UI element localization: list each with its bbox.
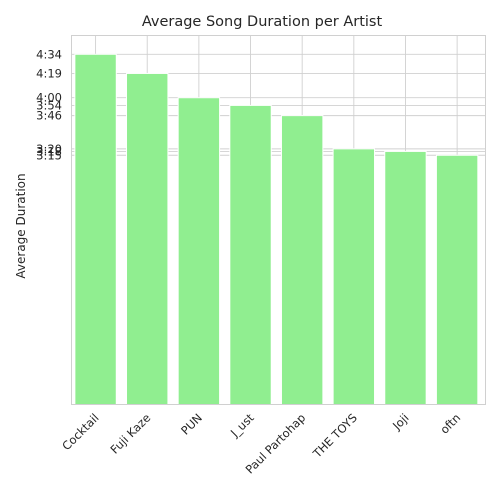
y-tick-label: 3:54 bbox=[36, 98, 62, 112]
x-tick-label: THE TOYS bbox=[309, 411, 359, 461]
y-tick-label: 4:00 bbox=[36, 91, 62, 105]
x-tick-label: Cocktail bbox=[59, 411, 101, 453]
y-axis-label: Average Duration bbox=[14, 173, 28, 278]
bar bbox=[384, 150, 427, 405]
bar bbox=[229, 104, 272, 405]
bar bbox=[332, 148, 376, 405]
x-tick-label: PUN bbox=[178, 411, 205, 438]
chart-title: Average Song Duration per Artist bbox=[142, 14, 383, 30]
x-tick-label: oftn bbox=[437, 411, 463, 437]
y-tick-label: 4:34 bbox=[36, 47, 62, 61]
x-tick-label: Fuji Kaze bbox=[108, 411, 154, 457]
y-tick-label: 3:46 bbox=[36, 109, 62, 123]
bar bbox=[177, 97, 221, 406]
bar bbox=[280, 115, 324, 405]
y-tick-label: 3:20 bbox=[36, 142, 62, 156]
y-tick-label: 3:15 bbox=[36, 148, 62, 162]
plot-frame bbox=[71, 35, 486, 405]
x-tick-label: J_ust bbox=[227, 410, 257, 440]
bar bbox=[74, 53, 117, 406]
bar bbox=[435, 154, 479, 405]
y-tick-label: 3:18 bbox=[36, 144, 62, 158]
bar bbox=[126, 72, 169, 406]
y-tick-label: 4:19 bbox=[36, 66, 62, 80]
bars bbox=[74, 53, 479, 406]
x-tick-label: Joji bbox=[389, 411, 412, 434]
